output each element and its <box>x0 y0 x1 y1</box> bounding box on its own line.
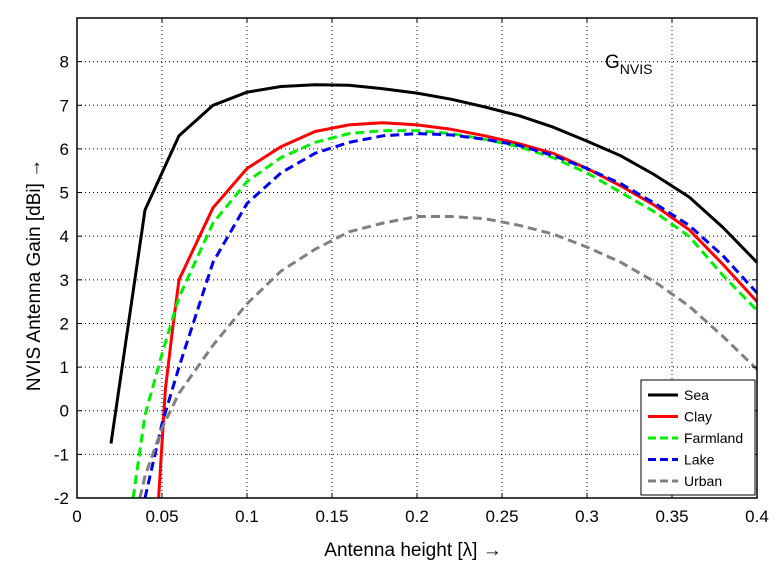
x-tick-label: 0.1 <box>235 507 259 526</box>
legend-item-clay: Clay <box>648 409 712 425</box>
x-tick-label: 0.3 <box>575 507 599 526</box>
y-tick-label: 2 <box>60 314 69 333</box>
grid <box>77 18 757 498</box>
x-tick-label: 0.15 <box>315 507 348 526</box>
x-axis-title: Antenna height [λ] → <box>324 540 501 561</box>
x-tick-label: 0.2 <box>405 507 429 526</box>
ticks: 0 0.05 0.1 0.15 0.2 0.25 0.3 0.35 0.4 -2 -1 0 1 2 3 4 5 6… <box>54 18 769 526</box>
legend-label: Lake <box>684 452 715 468</box>
legend-item-lake: Lake <box>648 452 715 468</box>
x-tick-label: 0.05 <box>145 507 178 526</box>
series-line-lake <box>143 132 759 499</box>
x-tick-label: 0.25 <box>485 507 518 526</box>
series-line-clay <box>157 121 759 499</box>
series-line-farmland <box>131 129 759 499</box>
x-tick-label: 0.35 <box>655 507 688 526</box>
y-axis-title: NVIS Antenna Gain [dBi] → <box>24 159 45 391</box>
legend-label: Clay <box>684 409 712 425</box>
y-tick-label: 1 <box>60 358 69 377</box>
y-tick-label: 3 <box>60 271 69 290</box>
legend-label: Sea <box>684 387 709 403</box>
legend-item-urban: Urban <box>648 473 722 489</box>
legend-item-farmland: Farmland <box>648 430 743 446</box>
series-line-sea <box>109 83 759 444</box>
gnvis-annotation-sub: NVIS <box>620 61 653 77</box>
x-tick-label: 0.4 <box>745 507 769 526</box>
y-tick-label: 5 <box>60 184 69 203</box>
legend-label: Farmland <box>684 430 743 446</box>
series-lines <box>109 83 759 499</box>
series-line-urban <box>138 215 759 499</box>
legend-item-sea: Sea <box>648 387 709 403</box>
gnvis-annotation: GNVIS <box>605 52 652 77</box>
x-tick-label: 0 <box>72 507 81 526</box>
legend: Sea Clay Farmland Lake Urban <box>640 379 756 496</box>
y-tick-label: 6 <box>60 140 69 159</box>
gnvis-annotation-main: G <box>605 52 620 73</box>
y-tick-label: 4 <box>60 227 69 246</box>
y-tick-label: -2 <box>54 489 69 508</box>
legend-label: Urban <box>684 473 722 489</box>
y-tick-label: -1 <box>54 445 69 464</box>
y-tick-label: 8 <box>60 53 69 72</box>
y-tick-label: 7 <box>60 96 69 115</box>
y-tick-label: 0 <box>60 402 69 421</box>
